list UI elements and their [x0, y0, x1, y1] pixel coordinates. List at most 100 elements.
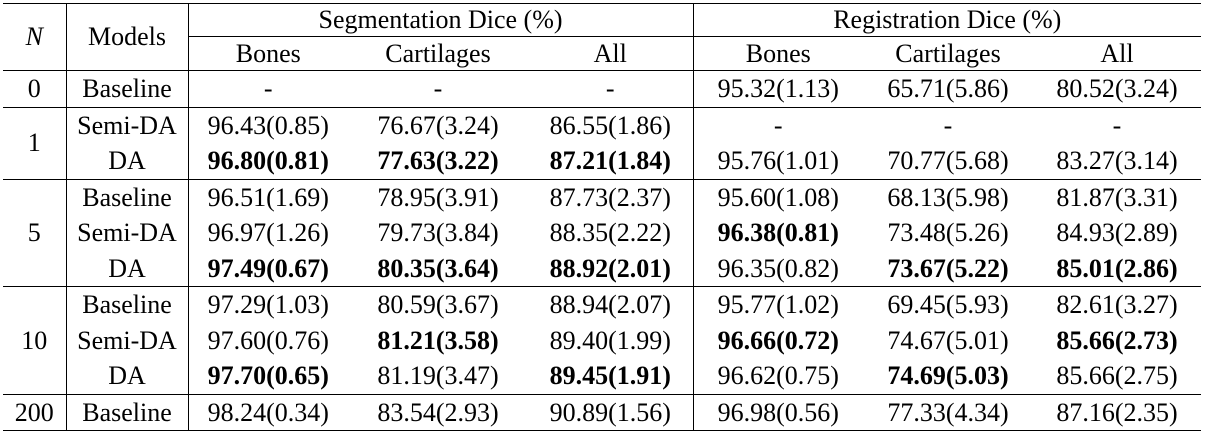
models-header: Models [66, 3, 189, 71]
value-cell: - [863, 106, 1034, 143]
column-header: All [1100, 39, 1134, 68]
value-cell: 84.93(2.89) [1056, 218, 1178, 247]
value-cell: 74.69(5.03) [887, 361, 1009, 390]
value-cell: 88.94(2.07) [528, 286, 694, 323]
model-cell: Baseline [66, 393, 189, 431]
value-cell: 97.60(0.76) [207, 325, 329, 355]
model-cell: Semi-DA [66, 322, 189, 358]
results-table: N Models Segmentation Dice (%) Registrat… [3, 3, 1202, 431]
value-cell: 74.67(5.01) [887, 325, 1009, 355]
value-cell: 95.77(1.02) [693, 286, 864, 323]
value-cell: 68.13(5.98) [863, 178, 1034, 215]
column-header: All [528, 36, 694, 71]
table-row: 10 Baseline 97.29(1.03) 80.59(3.67) 88.94(2.… [3, 286, 1202, 394]
value-cell: 85.66(2.73) [1056, 325, 1178, 355]
value-cell: 97.70(0.65) [207, 361, 329, 390]
table-row: Semi-DA 97.60(0.76) 81.21(3.58) 89.40(1.99)… [3, 322, 1201, 358]
value-cell: 77.33(4.34) [863, 393, 1034, 431]
value-cell: 96.38(0.81) [717, 218, 839, 247]
value-cell: 87.73(2.37) [528, 178, 694, 215]
value-cell: 96.51(1.69) [188, 178, 348, 215]
group-header: Segmentation Dice (%) [188, 3, 694, 37]
value-cell: - [348, 70, 528, 107]
model-cell: DA [66, 358, 189, 394]
n-cell: 1 [3, 106, 67, 179]
value-cell: 95.60(1.08) [693, 178, 864, 215]
table-row: DA 96.80(0.81) 77.63(3.22) 87.21(1.84) 95.76… [3, 143, 1201, 179]
model-cell: DA [66, 250, 189, 287]
table-row: 5 Baseline 96.51(1.69) 78.95(3.91) 87.73(2.3… [3, 178, 1202, 287]
value-cell: 80.35(3.64) [377, 253, 499, 283]
value-cell: 87.16(2.35) [1033, 393, 1202, 431]
value-cell: 65.71(5.86) [863, 70, 1034, 107]
n-header: N [3, 3, 67, 71]
n-cell: 10 [3, 286, 67, 394]
value-cell: 97.49(0.67) [207, 253, 329, 283]
value-cell: 83.27(3.14) [1056, 146, 1178, 175]
header-row: N Models Segmentation Dice (%) Registrat… [3, 3, 1202, 71]
value-cell: 96.80(0.81) [207, 146, 329, 175]
model-cell: Baseline [66, 178, 189, 215]
table-header: N Models Segmentation Dice (%) Registrat… [3, 3, 1202, 71]
value-cell: 88.92(2.01) [528, 250, 694, 287]
value-cell: 89.45(1.91) [528, 358, 694, 394]
table-body: 0 Baseline - - -95.32(1.13) 65.71(5.86) 80.52(… [3, 70, 1202, 431]
value-cell: 78.95(3.91) [348, 178, 528, 215]
value-cell: 83.54(2.93) [348, 393, 528, 431]
value-cell: - [1033, 106, 1202, 143]
value-cell: 90.89(1.56) [528, 393, 694, 431]
value-cell: - [188, 70, 348, 107]
value-cell: 70.77(5.68) [887, 146, 1009, 175]
value-cell: 77.63(3.22) [377, 146, 499, 175]
value-cell: 80.52(3.24) [1033, 70, 1202, 107]
value-cell: 81.87(3.31) [1033, 178, 1202, 215]
value-cell: 96.62(0.75) [717, 361, 839, 390]
value-cell: 88.35(2.22) [528, 215, 694, 251]
column-header: Bones [235, 39, 301, 68]
model-cell: Semi-DA [66, 215, 189, 251]
table-row: DA 97.49(0.67) 80.35(3.64) 88.92(2.01) 96.35… [3, 250, 1201, 287]
model-cell: Baseline [66, 70, 189, 107]
value-cell: 73.48(5.26) [887, 218, 1009, 247]
table-row: 200 Baseline 98.24(0.34) 83.54(2.93) 90.89(1… [3, 393, 1202, 431]
value-cell: 95.76(1.01) [717, 146, 839, 175]
value-cell: 98.24(0.34) [188, 393, 348, 431]
value-cell: - [528, 70, 694, 107]
value-cell: 73.67(5.22) [887, 253, 1009, 283]
value-cell: 87.21(1.84) [528, 143, 694, 179]
table-row: DA 97.70(0.65) 81.19(3.47) 89.45(1.91) 96.62… [3, 358, 1201, 394]
table-row: Semi-DA 96.97(1.26) 79.73(3.84) 88.35(2.22)… [3, 215, 1201, 251]
group-header: Registration Dice (%) [693, 3, 1202, 37]
value-cell: 85.66(2.75) [1056, 361, 1178, 390]
value-cell: 86.55(1.86) [528, 106, 694, 143]
value-cell: 82.61(3.27) [1033, 286, 1202, 323]
value-cell: 89.40(1.99) [528, 322, 694, 358]
value-cell: 95.32(1.13) [693, 70, 864, 107]
value-cell: 96.66(0.72) [717, 325, 839, 355]
value-cell: 85.01(2.86) [1056, 253, 1178, 283]
n-cell: 200 [3, 393, 67, 431]
value-cell: 81.19(3.47) [377, 361, 499, 390]
header-row: Bones Cartilages All Bones Cartilages All [3, 36, 1201, 71]
model-cell: Semi-DA [66, 106, 189, 143]
value-cell: 79.73(3.84) [377, 218, 499, 247]
value-cell: 96.97(1.26) [207, 218, 329, 247]
value-cell: 96.98(0.56) [693, 393, 864, 431]
value-cell: 69.45(5.93) [863, 286, 1034, 323]
column-header: Bones [745, 39, 811, 68]
column-header: Cartilages [895, 39, 1001, 68]
model-cell: Baseline [66, 286, 189, 323]
value-cell: 76.67(3.24) [348, 106, 528, 143]
value-cell: 96.43(0.85) [188, 106, 348, 143]
model-cell: DA [66, 143, 189, 179]
n-cell: 5 [3, 178, 67, 287]
value-cell: - [693, 106, 864, 143]
n-cell: 0 [3, 70, 67, 107]
column-header: Cartilages [385, 39, 491, 68]
value-cell: 96.35(0.82) [717, 253, 839, 283]
table-row: 1 Semi-DA 96.43(0.85) 76.67(3.24) 86.55(1.86… [3, 106, 1202, 179]
value-cell: 97.29(1.03) [188, 286, 348, 323]
value-cell: 81.21(3.58) [377, 325, 499, 355]
table-row: 0 Baseline - - -95.32(1.13) 65.71(5.86) 80.52(… [3, 70, 1202, 107]
